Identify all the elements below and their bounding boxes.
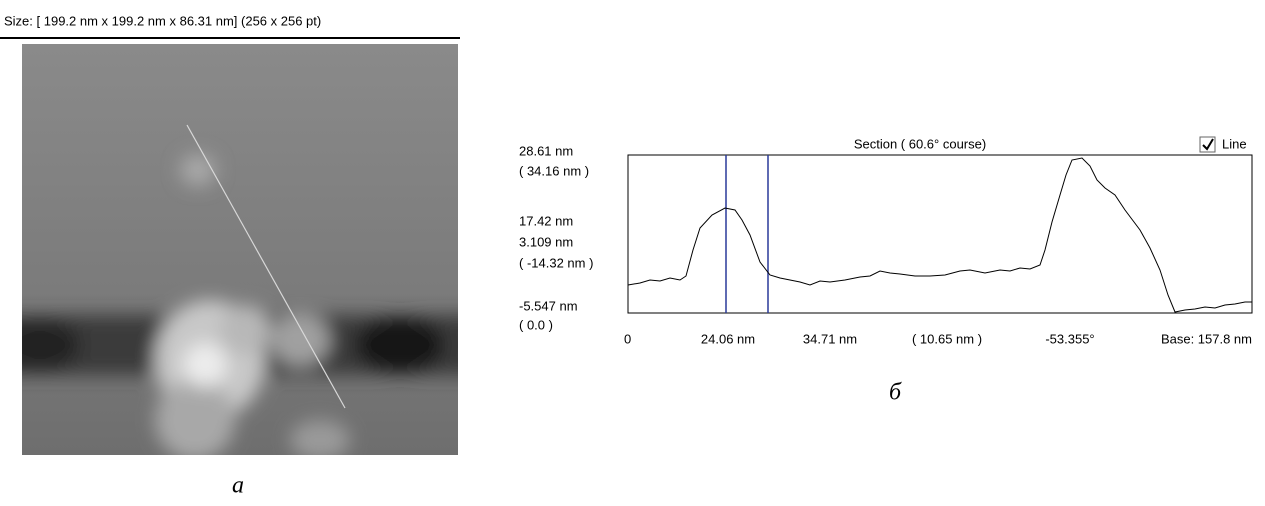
x-label: 24.06 nm xyxy=(701,331,755,346)
checkmark xyxy=(1202,138,1214,151)
y-label: 17.42 nm xyxy=(519,213,573,228)
y-label: -5.547 nm xyxy=(519,298,578,313)
x-label: Base: 157.8 nm xyxy=(1161,331,1252,346)
y-label: 3.109 nm xyxy=(519,234,573,249)
y-label: ( 34.16 nm ) xyxy=(519,163,589,178)
section-title: Section ( 60.6° course) xyxy=(854,136,986,151)
y-label: ( -14.32 nm ) xyxy=(519,255,593,270)
size-header: Size: [ 199.2 nm x 199.2 nm x 86.31 nm] … xyxy=(4,13,321,28)
x-label: -53.355° xyxy=(1045,331,1094,346)
profile-frame xyxy=(627,154,1253,314)
checkbox-label[interactable]: Line xyxy=(1222,136,1247,151)
y-label: ( 0.0 ) xyxy=(519,317,553,332)
x-label: ( 10.65 nm ) xyxy=(912,331,982,346)
y-label: 28.61 nm xyxy=(519,143,573,158)
caption-b: б xyxy=(889,380,902,406)
y-labels: 28.61 nm ( 34.16 nm ) 17.42 nm 3.109 nm … xyxy=(519,143,593,332)
x-label: 34.71 nm xyxy=(803,331,857,346)
caption-a: а xyxy=(232,473,244,499)
profile-curve xyxy=(627,157,1252,313)
x-labels: 0 24.06 nm 34.71 nm ( 10.65 nm ) -53.355… xyxy=(624,331,1252,346)
x-label: 0 xyxy=(624,331,631,346)
afm-image xyxy=(22,44,458,455)
